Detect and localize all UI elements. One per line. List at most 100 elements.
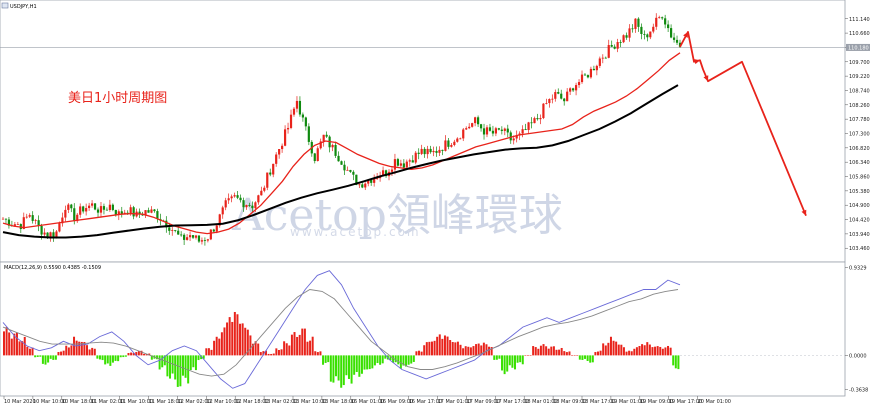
macd-bar [148,353,151,356]
macd-bar [555,349,558,356]
candle-body [598,58,601,66]
candle-body [203,240,207,242]
macd-bar [62,350,65,356]
macd-bar [415,351,418,356]
candle-body [423,148,426,155]
macd-bar [654,346,657,356]
macd-bar [526,355,529,356]
candle-body [346,169,349,171]
macd-bar [568,351,571,356]
candle-body [675,39,679,43]
macd-bar [104,355,107,365]
macd-bar [10,338,13,356]
macd-bar [119,355,122,358]
macd-bar [83,342,86,356]
candle-body [488,127,492,131]
price-y-axis: 111.140 110.660 110.180 109.700 109.220 108.7… [845,17,870,252]
macd-tick-label: 0.0000 [849,353,867,359]
time-tick-label: 11 Mar 18:00 [149,399,182,405]
macd-bar [612,340,615,356]
candle-body [607,45,610,58]
macd-bar [353,355,356,375]
candle-body [604,57,607,59]
candle-body [90,203,94,206]
candle-body [304,117,307,127]
candle-body [435,150,438,153]
macd-bar [41,355,44,364]
candle-body [381,170,385,177]
macd-bar [677,355,680,370]
candle-body [539,118,542,120]
macd-bar [591,355,594,363]
candle-body [212,229,215,232]
price-tick-label: 103.940 [849,232,870,238]
macd-bar [285,343,288,356]
macd-bar [516,355,519,363]
candle-body [313,153,316,162]
macd-bar [630,351,633,356]
macd-bar [635,347,638,356]
price-tick-label: 108.260 [849,103,870,109]
candle-body [248,205,251,206]
candle-body [236,195,239,198]
macd-bar [156,355,159,360]
candle-body [367,179,370,184]
macd-bar [8,332,11,356]
current-price-label: 110.180 [848,45,869,51]
candle-body [352,171,355,175]
macd-bar [622,347,625,356]
macd-bar [394,355,397,363]
macd-bar [501,355,504,371]
macd-bar [236,314,239,356]
candle-body [239,197,242,201]
macd-bar [288,345,291,356]
macd-bar [98,355,101,360]
candle-body [242,200,245,208]
candle-body [610,45,613,47]
macd-bar [75,340,78,356]
candle-body [548,99,551,104]
macd-bar [187,355,190,384]
macd-bar [545,346,548,356]
macd-bar [280,349,283,356]
candle-body [43,232,46,235]
candle-body [111,204,114,210]
macd-bar [521,355,524,365]
macd-bar [449,340,452,356]
macd-main-line [2,270,681,389]
candle-body [275,154,278,164]
symbol-title: USDJPY,H1 [10,4,37,10]
candlesticks [1,13,682,246]
chart-annotation: 美日1小时周期图 [68,91,167,106]
time-tick-label: 10 Mar 10:00 [33,399,66,405]
candle-body [108,204,111,210]
time-tick-label: 12 Mar 10:00 [206,399,239,405]
macd-bar [602,343,605,356]
macd-bar [506,355,509,372]
macd-bar [373,355,376,366]
macd-bar [91,347,94,356]
macd-bar [412,355,415,362]
macd-bar [368,355,371,370]
macd-bar [220,332,223,356]
candle-body [52,232,55,237]
macd-bar [319,351,322,356]
macd-bar [392,355,395,363]
time-tick-label: 13 Mar 02:00 [264,399,297,405]
candle-body [129,207,132,215]
price-tick-label: 103.460 [849,246,870,252]
macd-bar [508,355,511,366]
macd-bar [150,355,153,360]
macd-bar [13,333,16,356]
macd-bar [456,341,459,356]
macd-bar [73,336,76,356]
forecast-arrowhead [801,209,807,216]
price-tick-label: 111.140 [849,17,870,23]
macd-bar [381,355,384,364]
macd-bar [189,355,192,371]
candle-body [358,184,361,186]
macd-bar [534,347,537,356]
macd-bar [532,346,535,356]
